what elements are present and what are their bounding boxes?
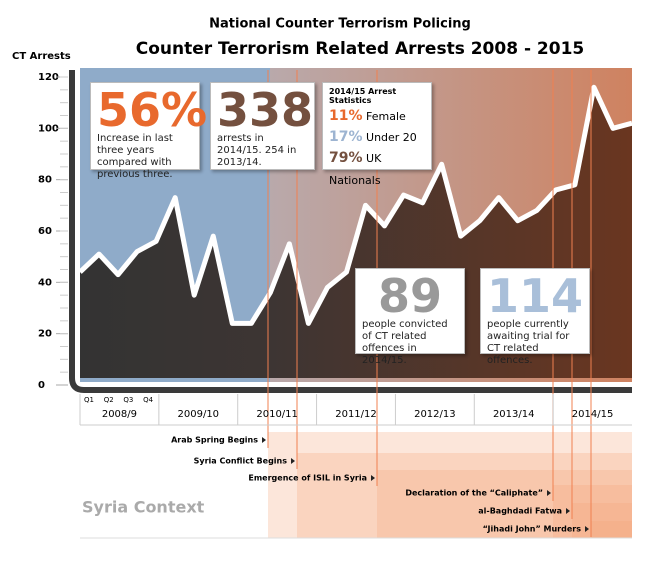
y-tick-label: 40 xyxy=(38,277,52,288)
event-label: Syria Conflict Begins xyxy=(194,457,288,466)
period-label: 2014/15 xyxy=(572,409,614,420)
y-tick-label: 20 xyxy=(38,329,52,340)
event-label: Declaration of the “Caliphate” xyxy=(405,489,543,498)
arrest-stat-value: 17% xyxy=(329,129,363,145)
line xyxy=(78,84,633,326)
event-arrow xyxy=(291,458,295,464)
header: National Counter Terrorism Policing xyxy=(209,17,471,32)
quarter-label: Q1 xyxy=(84,396,94,404)
event-arrow xyxy=(585,526,589,532)
period-label: 2009/10 xyxy=(178,409,220,420)
event-band xyxy=(377,470,632,538)
stat-text: people currently awaiting trial for CT r… xyxy=(487,319,570,366)
y-axis-label: CT Arrests xyxy=(12,51,71,62)
period-label: 2013/14 xyxy=(493,409,535,420)
arrest-stat: 11% Female xyxy=(329,105,425,128)
arrest-stats-title: 2014/15 Arrest Statistics xyxy=(329,87,397,105)
stat-text: people convicted of CT related offences … xyxy=(362,319,448,366)
period-label: 2012/13 xyxy=(414,409,456,420)
event-arrow xyxy=(371,475,375,481)
event-label: Emergence of ISIL in Syria xyxy=(248,474,367,483)
event-band xyxy=(572,503,632,538)
event-label: al-Baghdadi Fatwa xyxy=(478,507,562,516)
event-band xyxy=(591,521,632,538)
arrest-stat-label: Under 20 xyxy=(366,131,417,144)
stat-number: 89 xyxy=(377,269,442,323)
stat-number: 338 xyxy=(217,83,314,137)
y-tick-label: 0 xyxy=(38,380,45,391)
event-band xyxy=(297,453,632,538)
stat-box: 114 people currently awaiting trial for … xyxy=(480,268,590,366)
stat-text: arrests in 2014/15. 254 in 2013/14. xyxy=(217,133,297,168)
arrest-stat: 79% UK Nationals xyxy=(329,147,425,192)
arrest-stat: 17% Under 20 xyxy=(329,128,425,147)
stat-box: 338 arrests in 2014/15. 254 in 2013/14. xyxy=(210,82,315,170)
y-tick-label: 120 xyxy=(38,72,59,83)
y-tick-label: 80 xyxy=(38,175,52,186)
y-tick-label: 100 xyxy=(38,123,59,134)
arrest-stat-value: 11% xyxy=(329,108,363,124)
stat-number: 56% xyxy=(97,83,208,137)
context-title: Syria Context xyxy=(82,498,205,517)
axis-frame xyxy=(69,70,632,393)
stat-box: 56% Increase in last three years compare… xyxy=(90,82,208,180)
event-arrow xyxy=(547,490,551,496)
arrest-stat-value: 79% xyxy=(329,150,363,166)
event-label: “Jihadi John” Murders xyxy=(483,525,582,534)
stat-text: Increase in last three years compared wi… xyxy=(97,133,173,180)
arrest-stat-label: Female xyxy=(366,110,406,123)
chart-title: Counter Terrorism Related Arrests 2008 -… xyxy=(136,39,585,59)
period-label: 2008/9 xyxy=(102,409,137,420)
quarter-label: Q2 xyxy=(104,396,114,404)
quarter-label: Q4 xyxy=(143,396,154,404)
stat-number: 114 xyxy=(487,269,584,323)
arrest-stat-label: UK Nationals xyxy=(329,152,382,187)
arrest-stats-box: 2014/15 Arrest Statistics 11% Female 17%… xyxy=(322,82,432,187)
quarter-label: Q3 xyxy=(123,396,133,404)
period-label: 2010/11 xyxy=(256,409,298,420)
event-arrow xyxy=(262,437,266,443)
event-label: Arab Spring Begins xyxy=(171,436,258,445)
event-band xyxy=(268,432,632,538)
period-label: 2011/12 xyxy=(335,409,377,420)
y-tick-label: 60 xyxy=(38,226,52,237)
stat-box: 89 people convicted of CT related offenc… xyxy=(355,268,465,366)
event-arrow xyxy=(566,508,570,514)
